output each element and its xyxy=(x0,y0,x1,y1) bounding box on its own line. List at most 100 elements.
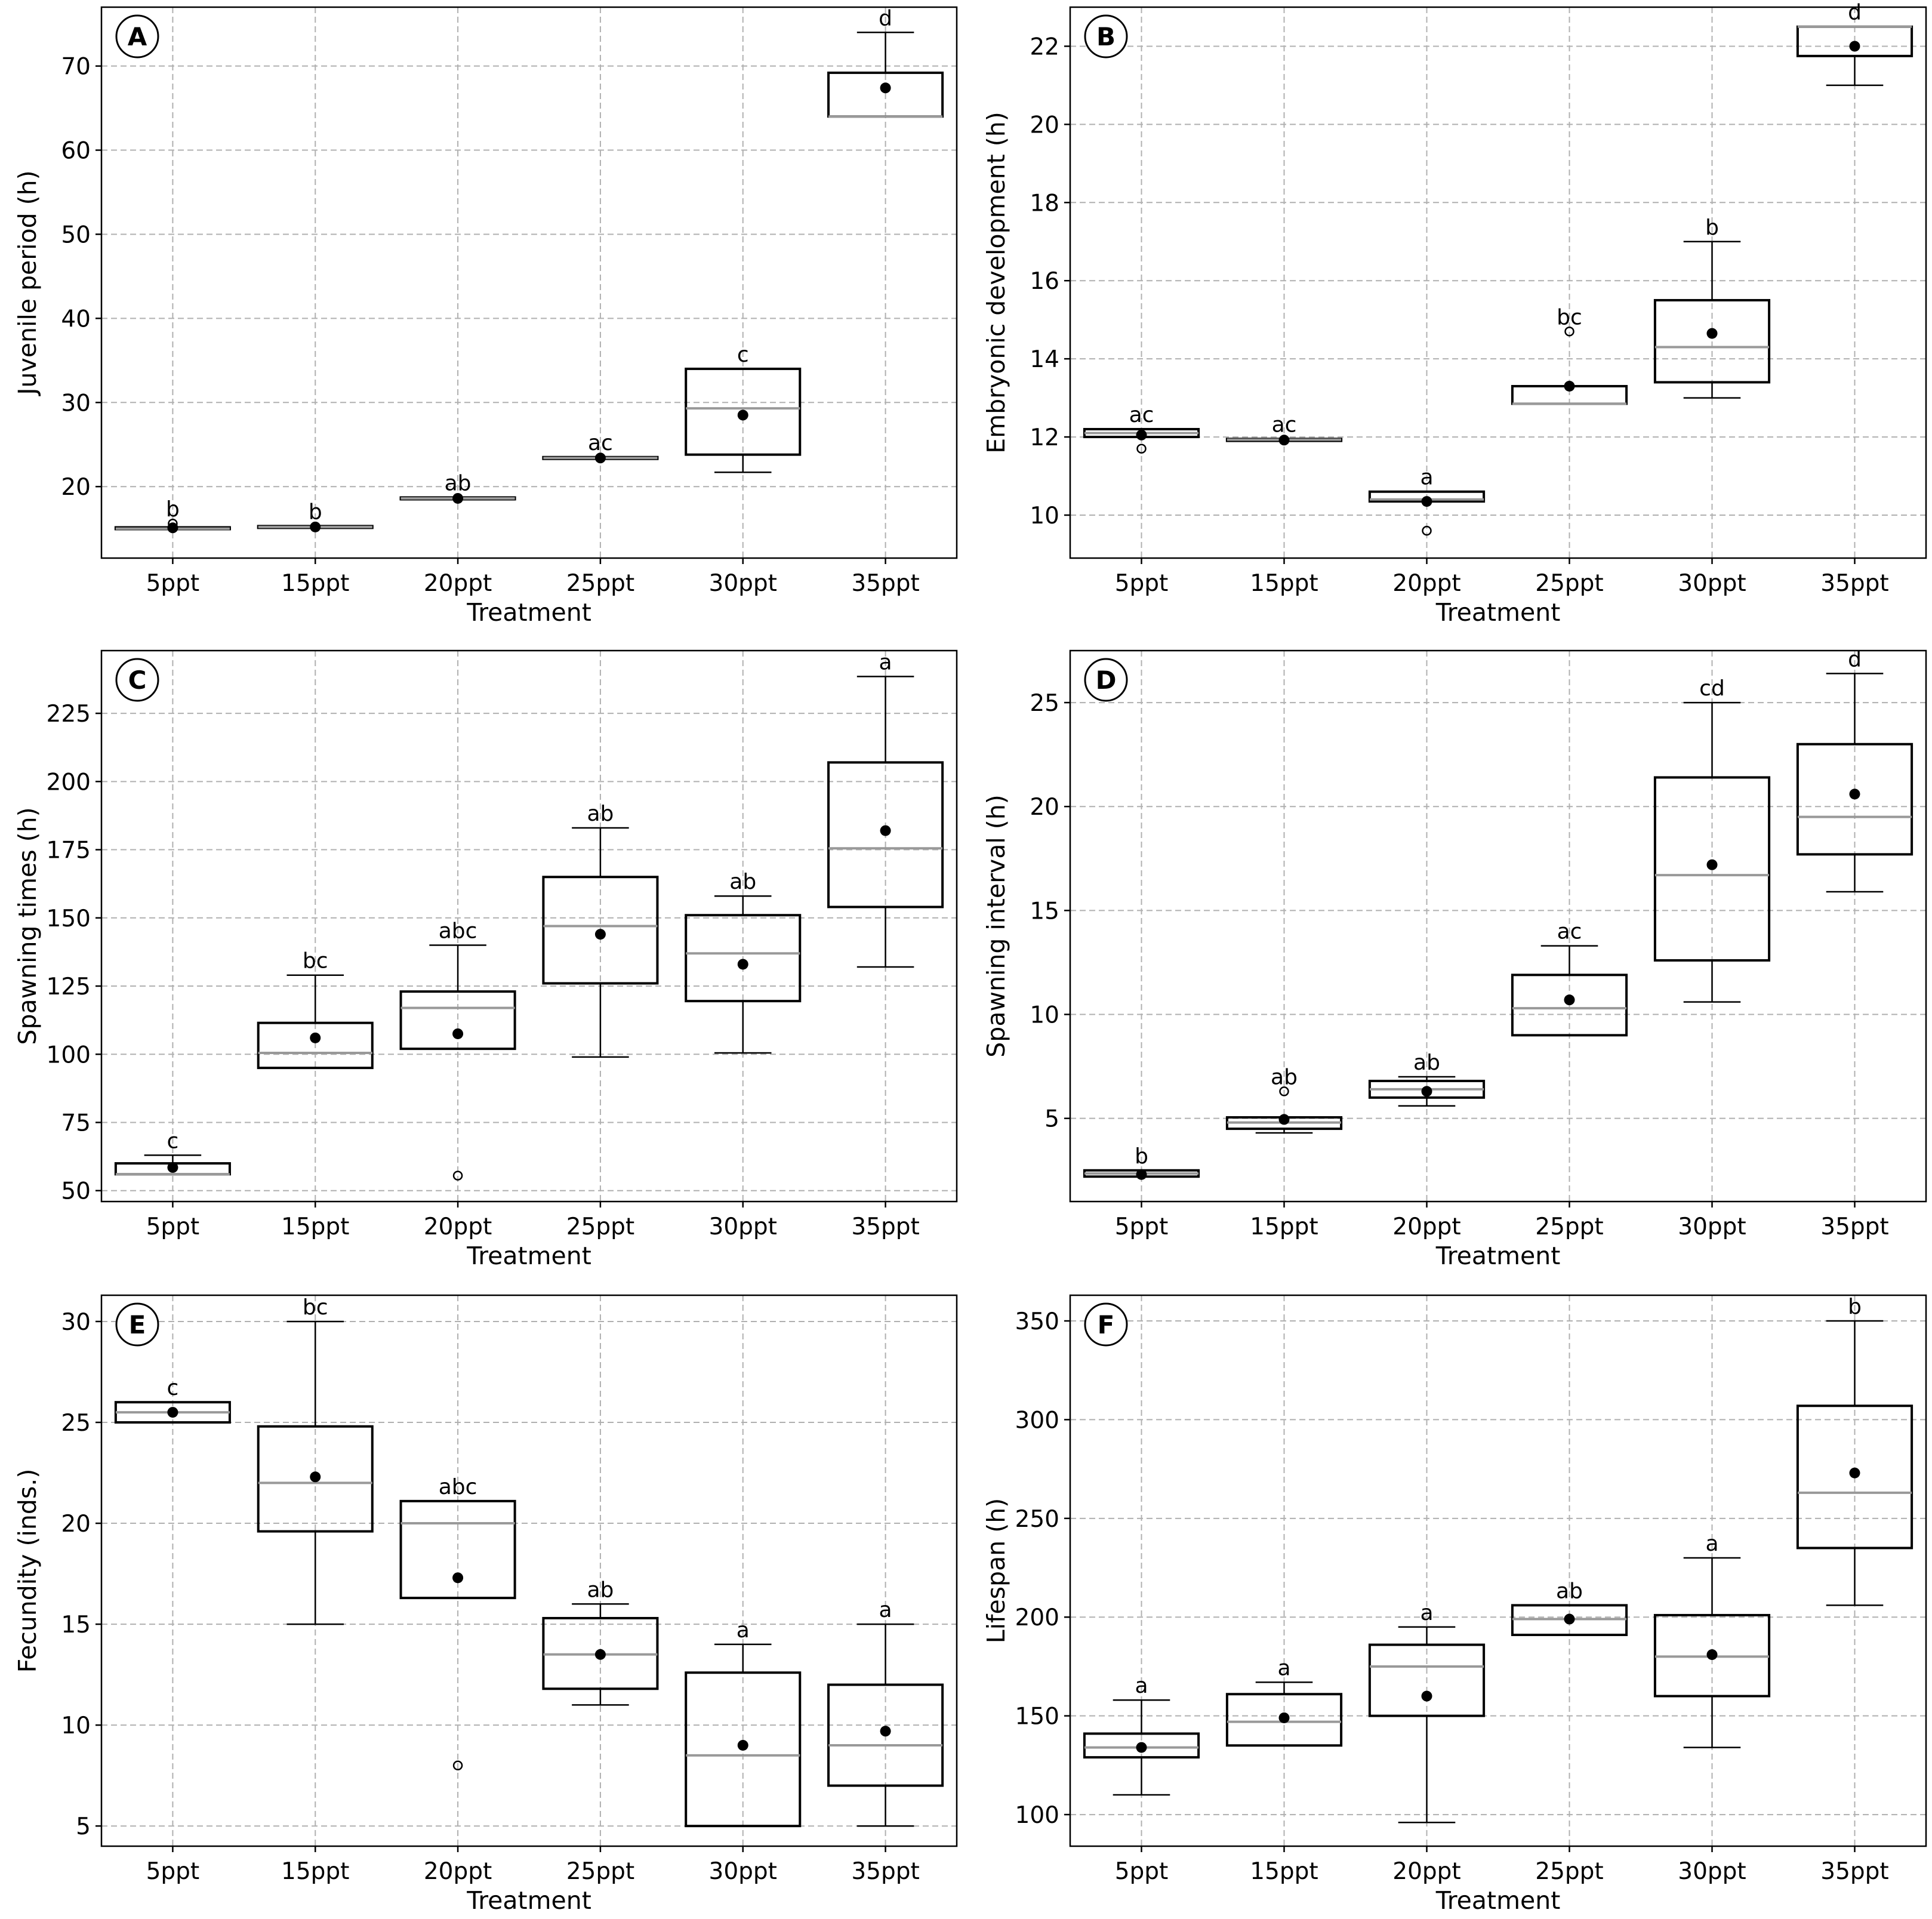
box-20ppt: ab xyxy=(1368,1051,1486,1107)
iqr-box xyxy=(542,876,659,985)
significance-label: c xyxy=(167,1376,179,1400)
significance-label: a xyxy=(879,650,892,674)
box-25ppt: ab xyxy=(542,802,659,1058)
mean-point xyxy=(310,1032,321,1043)
mean-point xyxy=(1421,496,1432,507)
significance-label: a xyxy=(737,1618,750,1643)
y-tick-label: 350 xyxy=(1015,1308,1059,1335)
mean-point xyxy=(452,1572,464,1584)
mean-point xyxy=(1278,435,1290,446)
box-5ppt: ac xyxy=(1083,403,1200,454)
panel-b: ac ac a bc b d 10 12 14 16 18 20 22 5ppt 15ppt 20ppt 25p… xyxy=(982,1,1927,627)
significance-label: cd xyxy=(1699,676,1725,701)
mean-point xyxy=(1706,328,1718,339)
y-tick-label: 20 xyxy=(61,474,91,501)
mean-point xyxy=(880,825,891,836)
significance-label: bc xyxy=(303,949,328,974)
box-30ppt: cd xyxy=(1653,676,1771,1003)
iqr-box xyxy=(1083,1732,1200,1759)
significance-label: ac xyxy=(588,431,613,455)
panel-letter-badge xyxy=(115,1302,159,1347)
y-tick-label: 5 xyxy=(1044,1106,1059,1133)
panel-letter-badge xyxy=(1084,14,1128,58)
iqr-box xyxy=(257,1425,374,1533)
mean-point xyxy=(1849,41,1860,52)
panel-a: b b ab ac c d 20 30 40 50 60 70 5ppt 15ppt 20ppt 25ppt 3… xyxy=(13,6,958,627)
x-tick-label: 25ppt xyxy=(566,570,634,597)
y-axis-title: Spawning times (h) xyxy=(13,807,42,1045)
x-tick-label: 35ppt xyxy=(851,1858,919,1885)
significance-label: ab xyxy=(1271,1065,1298,1089)
y-tick-label: 18 xyxy=(1030,190,1059,217)
x-tick-label: 15ppt xyxy=(281,570,349,597)
y-tick-label: 12 xyxy=(1030,424,1059,451)
y-tick-label: 250 xyxy=(1015,1506,1059,1533)
iqr-box xyxy=(1368,1643,1486,1717)
significance-label: ab xyxy=(445,472,472,496)
mean-point xyxy=(167,1407,178,1418)
mean-point xyxy=(1136,1169,1147,1180)
x-tick-label: 30ppt xyxy=(709,570,777,597)
plot-frame xyxy=(1069,649,1927,1203)
significance-label: b xyxy=(1135,1144,1148,1169)
iqr-box xyxy=(399,1499,516,1600)
mean-point xyxy=(310,521,321,532)
y-tick-label: 60 xyxy=(61,138,91,165)
x-tick-label: 5ppt xyxy=(146,1858,200,1885)
mean-point xyxy=(1136,1742,1147,1753)
x-tick-label: 35ppt xyxy=(851,570,919,597)
outlier-point xyxy=(1279,1086,1289,1096)
x-tick-label: 15ppt xyxy=(281,1213,349,1240)
y-tick-label: 15 xyxy=(1030,898,1059,925)
panel-letter: C xyxy=(128,666,147,695)
x-tick-label: 5ppt xyxy=(1115,1213,1169,1240)
x-tick-label: 20ppt xyxy=(1392,570,1460,597)
x-tick-label: 25ppt xyxy=(566,1858,634,1885)
mean-point xyxy=(1278,1114,1290,1125)
significance-label: b xyxy=(1848,1295,1862,1319)
mean-point xyxy=(452,1028,464,1039)
plot-frame xyxy=(100,1294,958,1847)
x-tick-label: 35ppt xyxy=(1820,1858,1888,1885)
box-30ppt: a xyxy=(685,1618,802,1828)
x-tick-label: 5ppt xyxy=(1115,1858,1169,1885)
y-tick-label: 100 xyxy=(47,1042,91,1068)
y-axis-title: Fecundity (inds.) xyxy=(13,1469,42,1673)
significance-label: d xyxy=(1848,647,1862,672)
significance-label: ac xyxy=(1557,920,1582,944)
y-tick-label: 16 xyxy=(1030,268,1059,295)
x-tick-label: 35ppt xyxy=(851,1213,919,1240)
box-35ppt: a xyxy=(827,1598,944,1827)
y-tick-label: 10 xyxy=(1030,503,1059,529)
box-25ppt: ac xyxy=(1511,920,1628,1037)
mean-point xyxy=(1706,859,1718,870)
box-35ppt: a xyxy=(827,650,944,968)
x-tick-label: 25ppt xyxy=(566,1213,634,1240)
y-tick-label: 25 xyxy=(61,1410,91,1437)
x-tick-label: 35ppt xyxy=(1820,1213,1888,1240)
box-15ppt: ac xyxy=(1225,412,1343,446)
panel-letter-badge xyxy=(1084,1302,1128,1347)
box-30ppt: b xyxy=(1653,215,1771,399)
box-25ppt: ac xyxy=(542,431,659,464)
y-tick-label: 100 xyxy=(1015,1802,1059,1829)
panel-letter: A xyxy=(128,22,147,51)
y-tick-label: 300 xyxy=(1015,1407,1059,1434)
x-tick-label: 30ppt xyxy=(1678,1213,1746,1240)
y-tick-label: 10 xyxy=(61,1712,91,1739)
mean-point xyxy=(880,1726,891,1737)
significance-label: ac xyxy=(1129,403,1154,427)
significance-label: c xyxy=(737,343,749,367)
significance-label: a xyxy=(879,1598,892,1622)
panel-c: c bc abc ab ab a 50 75 100 125 150 175 200 225 5ppt 15p… xyxy=(13,649,958,1270)
significance-label: b xyxy=(309,500,322,524)
mean-point xyxy=(737,959,748,970)
x-tick-label: 15ppt xyxy=(281,1858,349,1885)
y-tick-label: 50 xyxy=(61,1178,91,1205)
x-tick-label: 5ppt xyxy=(146,570,200,597)
box-35ppt: d xyxy=(1796,647,1913,893)
y-tick-label: 25 xyxy=(1030,690,1059,717)
mean-point xyxy=(1564,994,1575,1006)
panel-letter-badge xyxy=(115,658,159,702)
